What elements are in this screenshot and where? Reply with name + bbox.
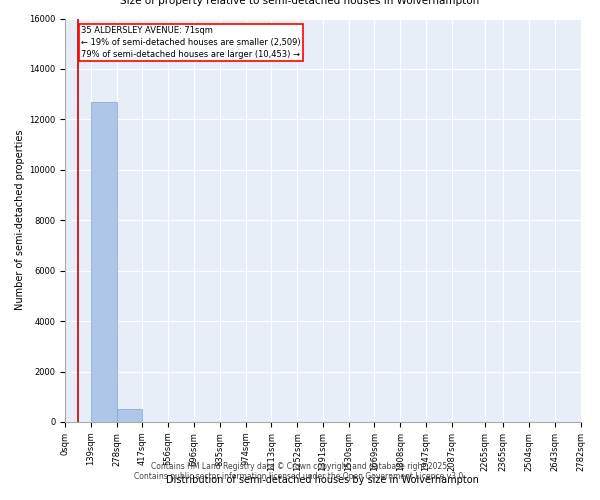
Text: Contains HM Land Registry data © Crown copyright and database right 2025.
Contai: Contains HM Land Registry data © Crown c…: [134, 462, 466, 481]
X-axis label: Distribution of semi-detached houses by size in Wolverhampton: Distribution of semi-detached houses by …: [166, 475, 479, 485]
Y-axis label: Number of semi-detached properties: Number of semi-detached properties: [15, 130, 25, 310]
Text: Size of property relative to semi-detached houses in Wolverhampton: Size of property relative to semi-detach…: [121, 0, 479, 6]
Bar: [117, 408, 142, 422]
Bar: [91, 102, 117, 422]
Text: 35 ALDERSLEY AVENUE: 71sqm
← 19% of semi-detached houses are smaller (2,509)
79%: 35 ALDERSLEY AVENUE: 71sqm ← 19% of semi…: [81, 26, 301, 58]
